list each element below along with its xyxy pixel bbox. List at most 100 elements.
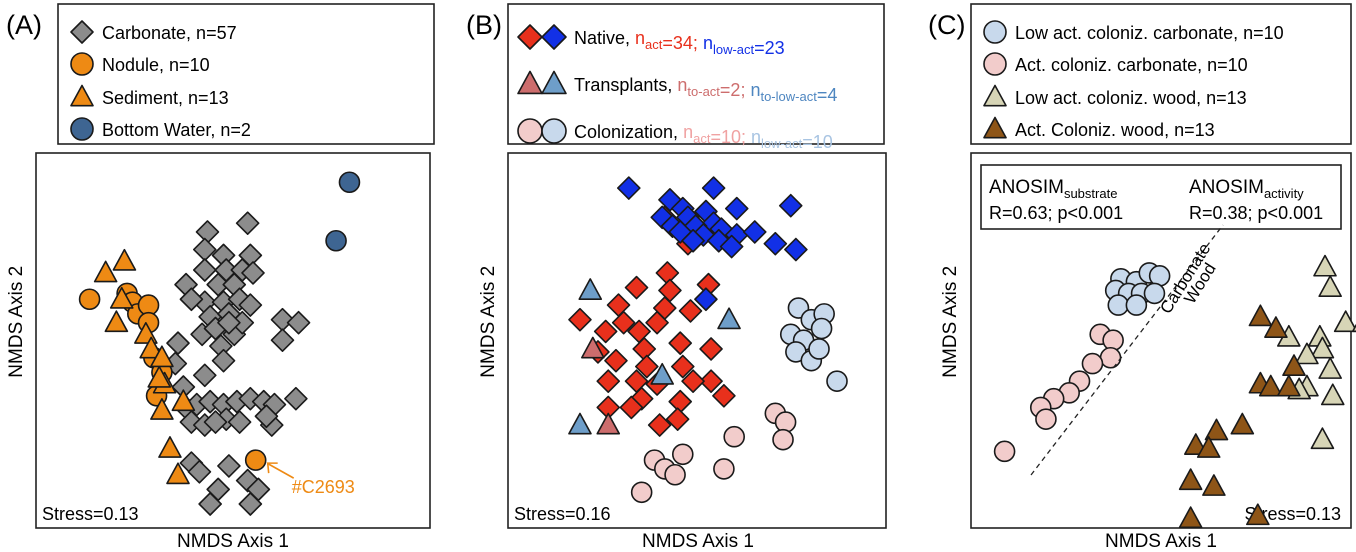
legend-label-part: n: [635, 28, 645, 48]
data-point: [192, 363, 217, 388]
legend-box: [507, 3, 885, 145]
data-point: [1143, 282, 1166, 305]
data-point: [1282, 354, 1306, 376]
data-point: [1333, 310, 1356, 333]
legend-label-part: to-act: [687, 84, 720, 99]
legend-label: Sediment, n=13: [102, 88, 229, 108]
data-point: [1178, 506, 1203, 529]
data-point: [774, 411, 797, 433]
data-point: [763, 231, 788, 256]
legend-label: Transplants, nto-act=2; nto-low-act=4: [574, 75, 837, 105]
legend-label-part: to-low-act: [760, 89, 817, 104]
x-axis-label: NMDS Axis 1: [1105, 531, 1217, 552]
data-point: [244, 449, 267, 471]
data-point: [284, 386, 308, 411]
stress-label: Stress=0.13: [1244, 504, 1341, 524]
y-axis-label: NMDS Axis 2: [940, 266, 961, 378]
legend-entry: Transplants, nto-act=2; nto-low-act=4: [517, 70, 837, 105]
data-point: [624, 275, 649, 300]
series-colonization-low-act: [779, 297, 848, 392]
legend-label: Nodule, n=10: [102, 55, 210, 75]
data-point: [719, 234, 744, 259]
data-point: [1202, 474, 1226, 496]
data-point: [1248, 304, 1273, 327]
anosim-title: ANOSIMactivity: [1189, 177, 1304, 201]
data-point: [617, 176, 641, 200]
series-native-low-act: [617, 176, 808, 312]
x-axis-label: NMDS Axis 1: [177, 531, 289, 552]
data-point: [993, 440, 1016, 463]
data-point: [150, 345, 174, 368]
data-point: [578, 278, 603, 300]
panel-label: (B): [466, 10, 502, 40]
legend-label: Act. Coloniz. wood, n=13: [1015, 120, 1215, 140]
data-point: [238, 492, 263, 516]
legend-entry: Bottom Water, n=2: [70, 117, 251, 141]
data-point: [109, 286, 134, 309]
series-sediment: [93, 248, 196, 485]
legend-entry: Nodule, n=10: [70, 52, 210, 76]
data-point: [325, 229, 347, 252]
legend-box: [970, 3, 1352, 145]
data-point: [139, 336, 164, 359]
legend-label: Low act. coloniz. wood, n=13: [1015, 88, 1247, 108]
legend-marker: [541, 70, 567, 95]
data-point: [681, 369, 705, 393]
legend-label: Native, nact=34; nlow-act=23: [574, 28, 785, 58]
series-bottom-water: [325, 171, 361, 252]
data-point: [596, 412, 621, 435]
legend-entry: Low act. coloniz. wood, n=13: [983, 84, 1247, 108]
legend-label-part: Native,: [574, 28, 635, 48]
data-point: [630, 481, 653, 504]
data-point: [723, 425, 745, 448]
legend-label-part: =10;: [710, 127, 751, 147]
data-point: [619, 395, 644, 420]
data-point: [179, 287, 204, 312]
data-point: [1318, 357, 1342, 379]
legend-label-part: act: [645, 37, 663, 52]
data-point: [187, 460, 212, 484]
data-point: [203, 410, 228, 434]
legend-label: Carbonate, n=57: [102, 23, 237, 43]
data-point: [784, 237, 808, 262]
data-point: [211, 348, 236, 373]
legend-entry: Low act. coloniz. carbonate, n=10: [983, 20, 1284, 44]
legend-marker: [983, 84, 1007, 107]
data-point: [227, 410, 252, 434]
series-colonization-act: [630, 402, 797, 504]
annotation-label: #C2693: [292, 477, 355, 497]
data-point: [1318, 275, 1342, 298]
data-point: [171, 389, 196, 412]
data-point: [596, 369, 621, 393]
legend-label-part: low-act: [713, 42, 755, 57]
data-point: [808, 338, 830, 360]
data-point: [1295, 342, 1319, 365]
legend-label-part: n: [683, 122, 693, 142]
data-point: [678, 299, 703, 323]
anosim-sub: substrate: [1064, 186, 1117, 201]
panel-2: (B) Native, nact=34; nlow-act=23Transplan…: [466, 3, 887, 552]
legend-label-part: n: [751, 127, 761, 147]
anosim-title: ANOSIMsubstrate: [989, 177, 1117, 201]
data-point: [742, 220, 767, 244]
legend-marker: [70, 52, 94, 76]
data-point: [1320, 383, 1345, 406]
data-point: [217, 310, 241, 335]
legend-marker: [517, 24, 543, 50]
anosim-main: ANOSIM: [989, 177, 1064, 198]
legend-label-part: Transplants,: [574, 75, 677, 95]
legend-label-part: Colonization,: [574, 122, 683, 142]
data-point: [1102, 329, 1124, 352]
anosim-sub: activity: [1264, 186, 1304, 201]
legend-marker: [983, 116, 1007, 139]
data-point: [286, 310, 311, 335]
legend-marker: [541, 24, 567, 50]
data-point: [581, 336, 605, 359]
anosim-main: ANOSIM: [1189, 177, 1264, 198]
data-point: [670, 354, 695, 379]
data-point: [668, 331, 693, 355]
data-point: [1313, 254, 1337, 277]
data-point: [338, 171, 361, 194]
stress-label: Stress=0.16: [514, 504, 611, 524]
data-point: [1099, 346, 1122, 369]
